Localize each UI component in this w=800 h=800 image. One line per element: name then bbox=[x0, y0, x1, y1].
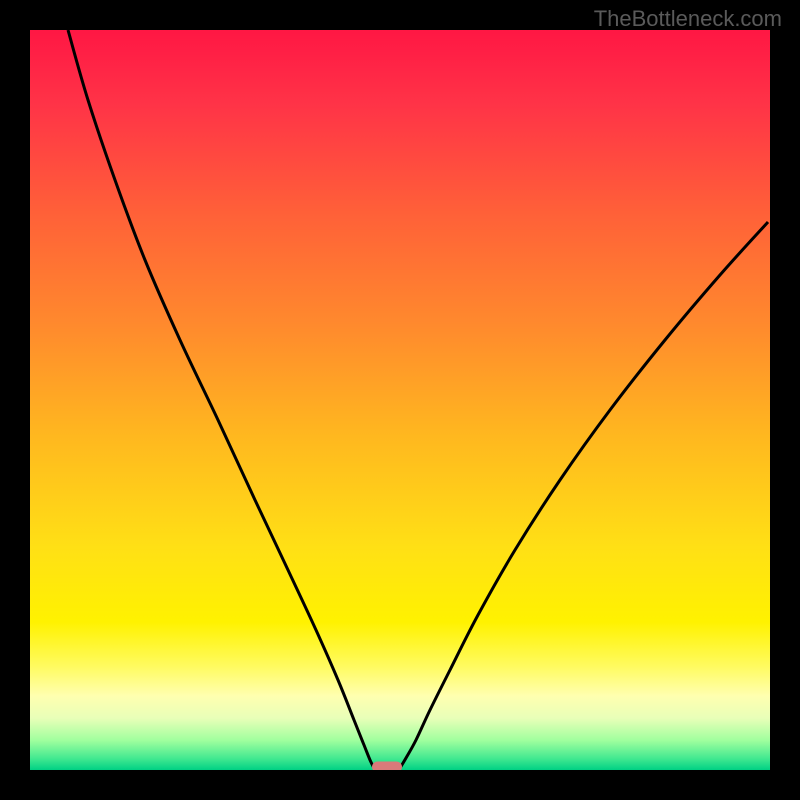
optimal-marker bbox=[372, 762, 402, 771]
curve-left-branch bbox=[68, 30, 374, 768]
watermark-text: TheBottleneck.com bbox=[594, 6, 782, 32]
bottleneck-curve bbox=[30, 30, 770, 770]
plot-area bbox=[30, 30, 770, 770]
curve-right-branch bbox=[400, 222, 768, 768]
